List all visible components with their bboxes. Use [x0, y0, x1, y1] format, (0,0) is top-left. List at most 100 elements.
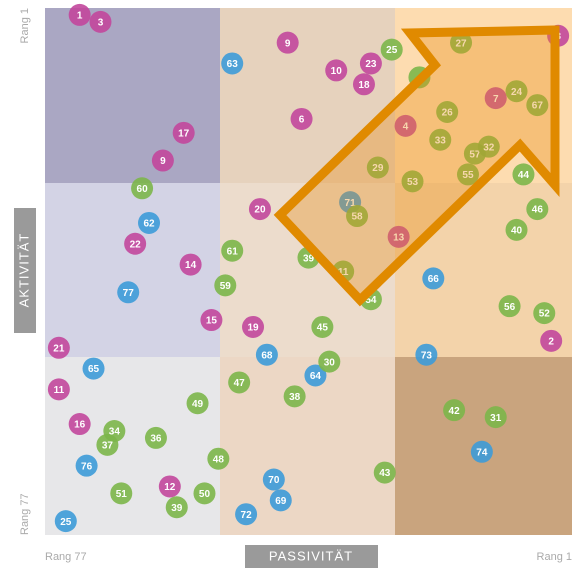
point: [47, 378, 70, 401]
point: [248, 198, 271, 221]
point: [235, 503, 258, 526]
point-label: 32: [483, 142, 495, 153]
point: [54, 510, 77, 533]
point: [221, 52, 244, 75]
point-label: 25: [386, 45, 398, 56]
point: [131, 177, 154, 200]
point-label: 55: [462, 170, 474, 181]
point-label: 50: [199, 489, 211, 500]
arrow: [273, 25, 560, 307]
point: [290, 107, 313, 130]
point-label: 24: [511, 87, 523, 98]
point: [512, 163, 535, 186]
point-label: 12: [164, 482, 176, 493]
point: [214, 274, 237, 297]
point-label: 66: [428, 274, 440, 285]
point-label: 73: [421, 350, 433, 361]
point-label: 72: [241, 510, 253, 521]
point-label: 63: [227, 59, 239, 70]
point-label: 71: [345, 198, 357, 209]
x-label-box: [245, 545, 378, 568]
point-label: 46: [532, 205, 544, 216]
point: [443, 399, 466, 422]
point-label: 45: [317, 323, 329, 334]
point: [276, 31, 299, 54]
point: [124, 232, 147, 255]
point-label: 57: [469, 149, 481, 160]
point-label: 27: [455, 38, 467, 49]
y-label-box: [14, 208, 36, 333]
point: [110, 482, 133, 505]
point: [262, 468, 285, 491]
point-label: 31: [490, 413, 502, 424]
point-label: 60: [137, 184, 149, 195]
point-label: 20: [254, 205, 266, 216]
point-label: 39: [303, 253, 315, 264]
point: [359, 52, 382, 75]
point-label: 77: [123, 288, 135, 299]
point-label: 7: [493, 94, 499, 105]
point-label: 59: [220, 281, 232, 292]
point: [311, 315, 334, 338]
point: [186, 392, 209, 415]
point: [422, 267, 445, 290]
point-label: 21: [53, 343, 65, 354]
point-label: 52: [539, 309, 551, 320]
point-label: 43: [379, 468, 391, 479]
point: [346, 205, 369, 228]
point: [387, 225, 410, 248]
x-axis-label: PASSIVITÄT: [269, 548, 353, 563]
zone: [45, 357, 220, 535]
point: [117, 281, 140, 304]
point: [89, 10, 112, 33]
point: [373, 461, 396, 484]
point: [540, 329, 563, 352]
point-label: 2: [548, 336, 554, 347]
point: [207, 447, 230, 470]
point: [505, 218, 528, 241]
point-label: 51: [116, 489, 128, 500]
point-label: 69: [275, 496, 287, 507]
point: [380, 38, 403, 61]
point-label: 11: [54, 385, 65, 396]
point-label: 76: [81, 461, 93, 472]
point: [526, 94, 549, 117]
y-tick-label: Rang 77: [19, 493, 31, 535]
point-label: 1: [77, 11, 83, 22]
point: [366, 156, 389, 179]
point: [318, 350, 341, 373]
x-tick-label: Rang 77: [45, 551, 87, 563]
point: [484, 406, 507, 429]
point-label: 53: [407, 177, 419, 188]
point-label: 16: [74, 420, 86, 431]
point: [242, 315, 265, 338]
point-label: 22: [130, 239, 142, 250]
point-label: 40: [511, 226, 523, 237]
point-label: 9: [160, 156, 166, 167]
point-label: 3: [98, 18, 104, 29]
point: [82, 357, 105, 380]
point-label: 14: [185, 260, 197, 271]
y-axis-label: AKTIVITÄT: [16, 233, 31, 308]
point: [450, 31, 473, 54]
point: [470, 440, 493, 463]
point-label: 74: [476, 447, 488, 458]
point: [505, 80, 528, 103]
point-label: 30: [324, 357, 336, 368]
point-label: 36: [150, 434, 162, 445]
point: [526, 198, 549, 221]
point: [269, 489, 292, 512]
point-label: 17: [178, 128, 190, 139]
point-label: 67: [532, 101, 544, 112]
point: [68, 413, 91, 436]
point-label: 39: [171, 503, 183, 514]
point: [151, 149, 174, 172]
zone: [220, 8, 395, 183]
point: [325, 59, 348, 82]
point: [228, 371, 251, 394]
point: [179, 253, 202, 276]
point-label: 47: [234, 378, 246, 389]
point-label: 68: [261, 350, 273, 361]
point: [47, 336, 70, 359]
